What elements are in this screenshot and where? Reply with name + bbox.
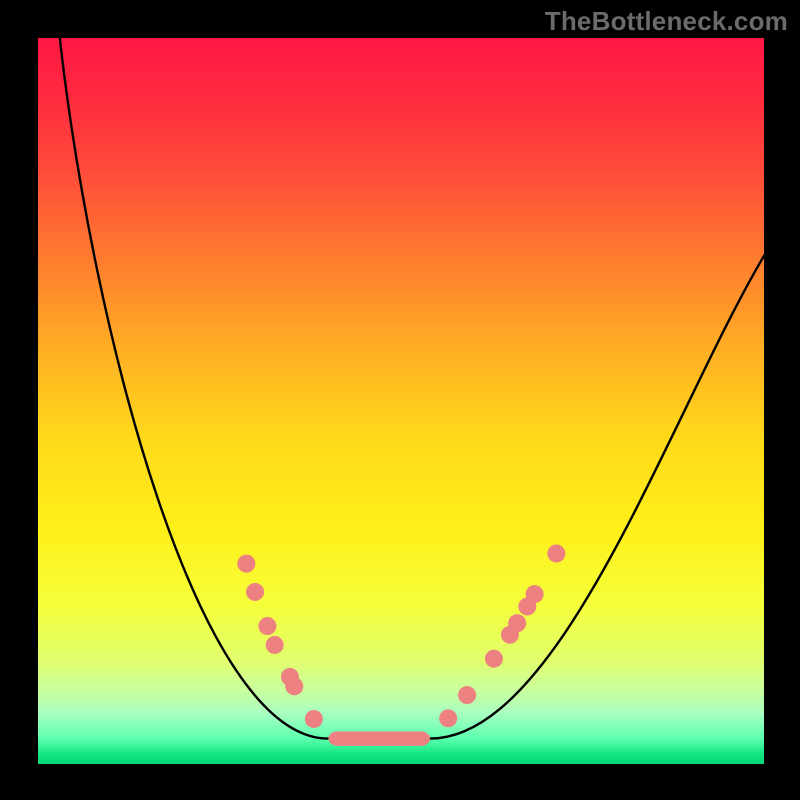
marker-right: [458, 686, 476, 704]
marker-right: [485, 650, 503, 668]
marker-left: [246, 583, 264, 601]
marker-right: [526, 585, 544, 603]
marker-left: [305, 710, 323, 728]
watermark-text: TheBottleneck.com: [545, 6, 788, 37]
marker-left: [285, 677, 303, 695]
marker-right: [439, 709, 457, 727]
plot-area: [38, 38, 764, 764]
chart-stage: TheBottleneck.com: [0, 0, 800, 800]
chart-svg: [38, 38, 764, 764]
floor-marker-bar: [328, 731, 430, 746]
marker-left: [258, 617, 276, 635]
marker-left: [266, 636, 284, 654]
marker-right: [508, 614, 526, 632]
marker-right: [547, 544, 565, 562]
gradient-background: [38, 38, 764, 764]
marker-left: [237, 555, 255, 573]
